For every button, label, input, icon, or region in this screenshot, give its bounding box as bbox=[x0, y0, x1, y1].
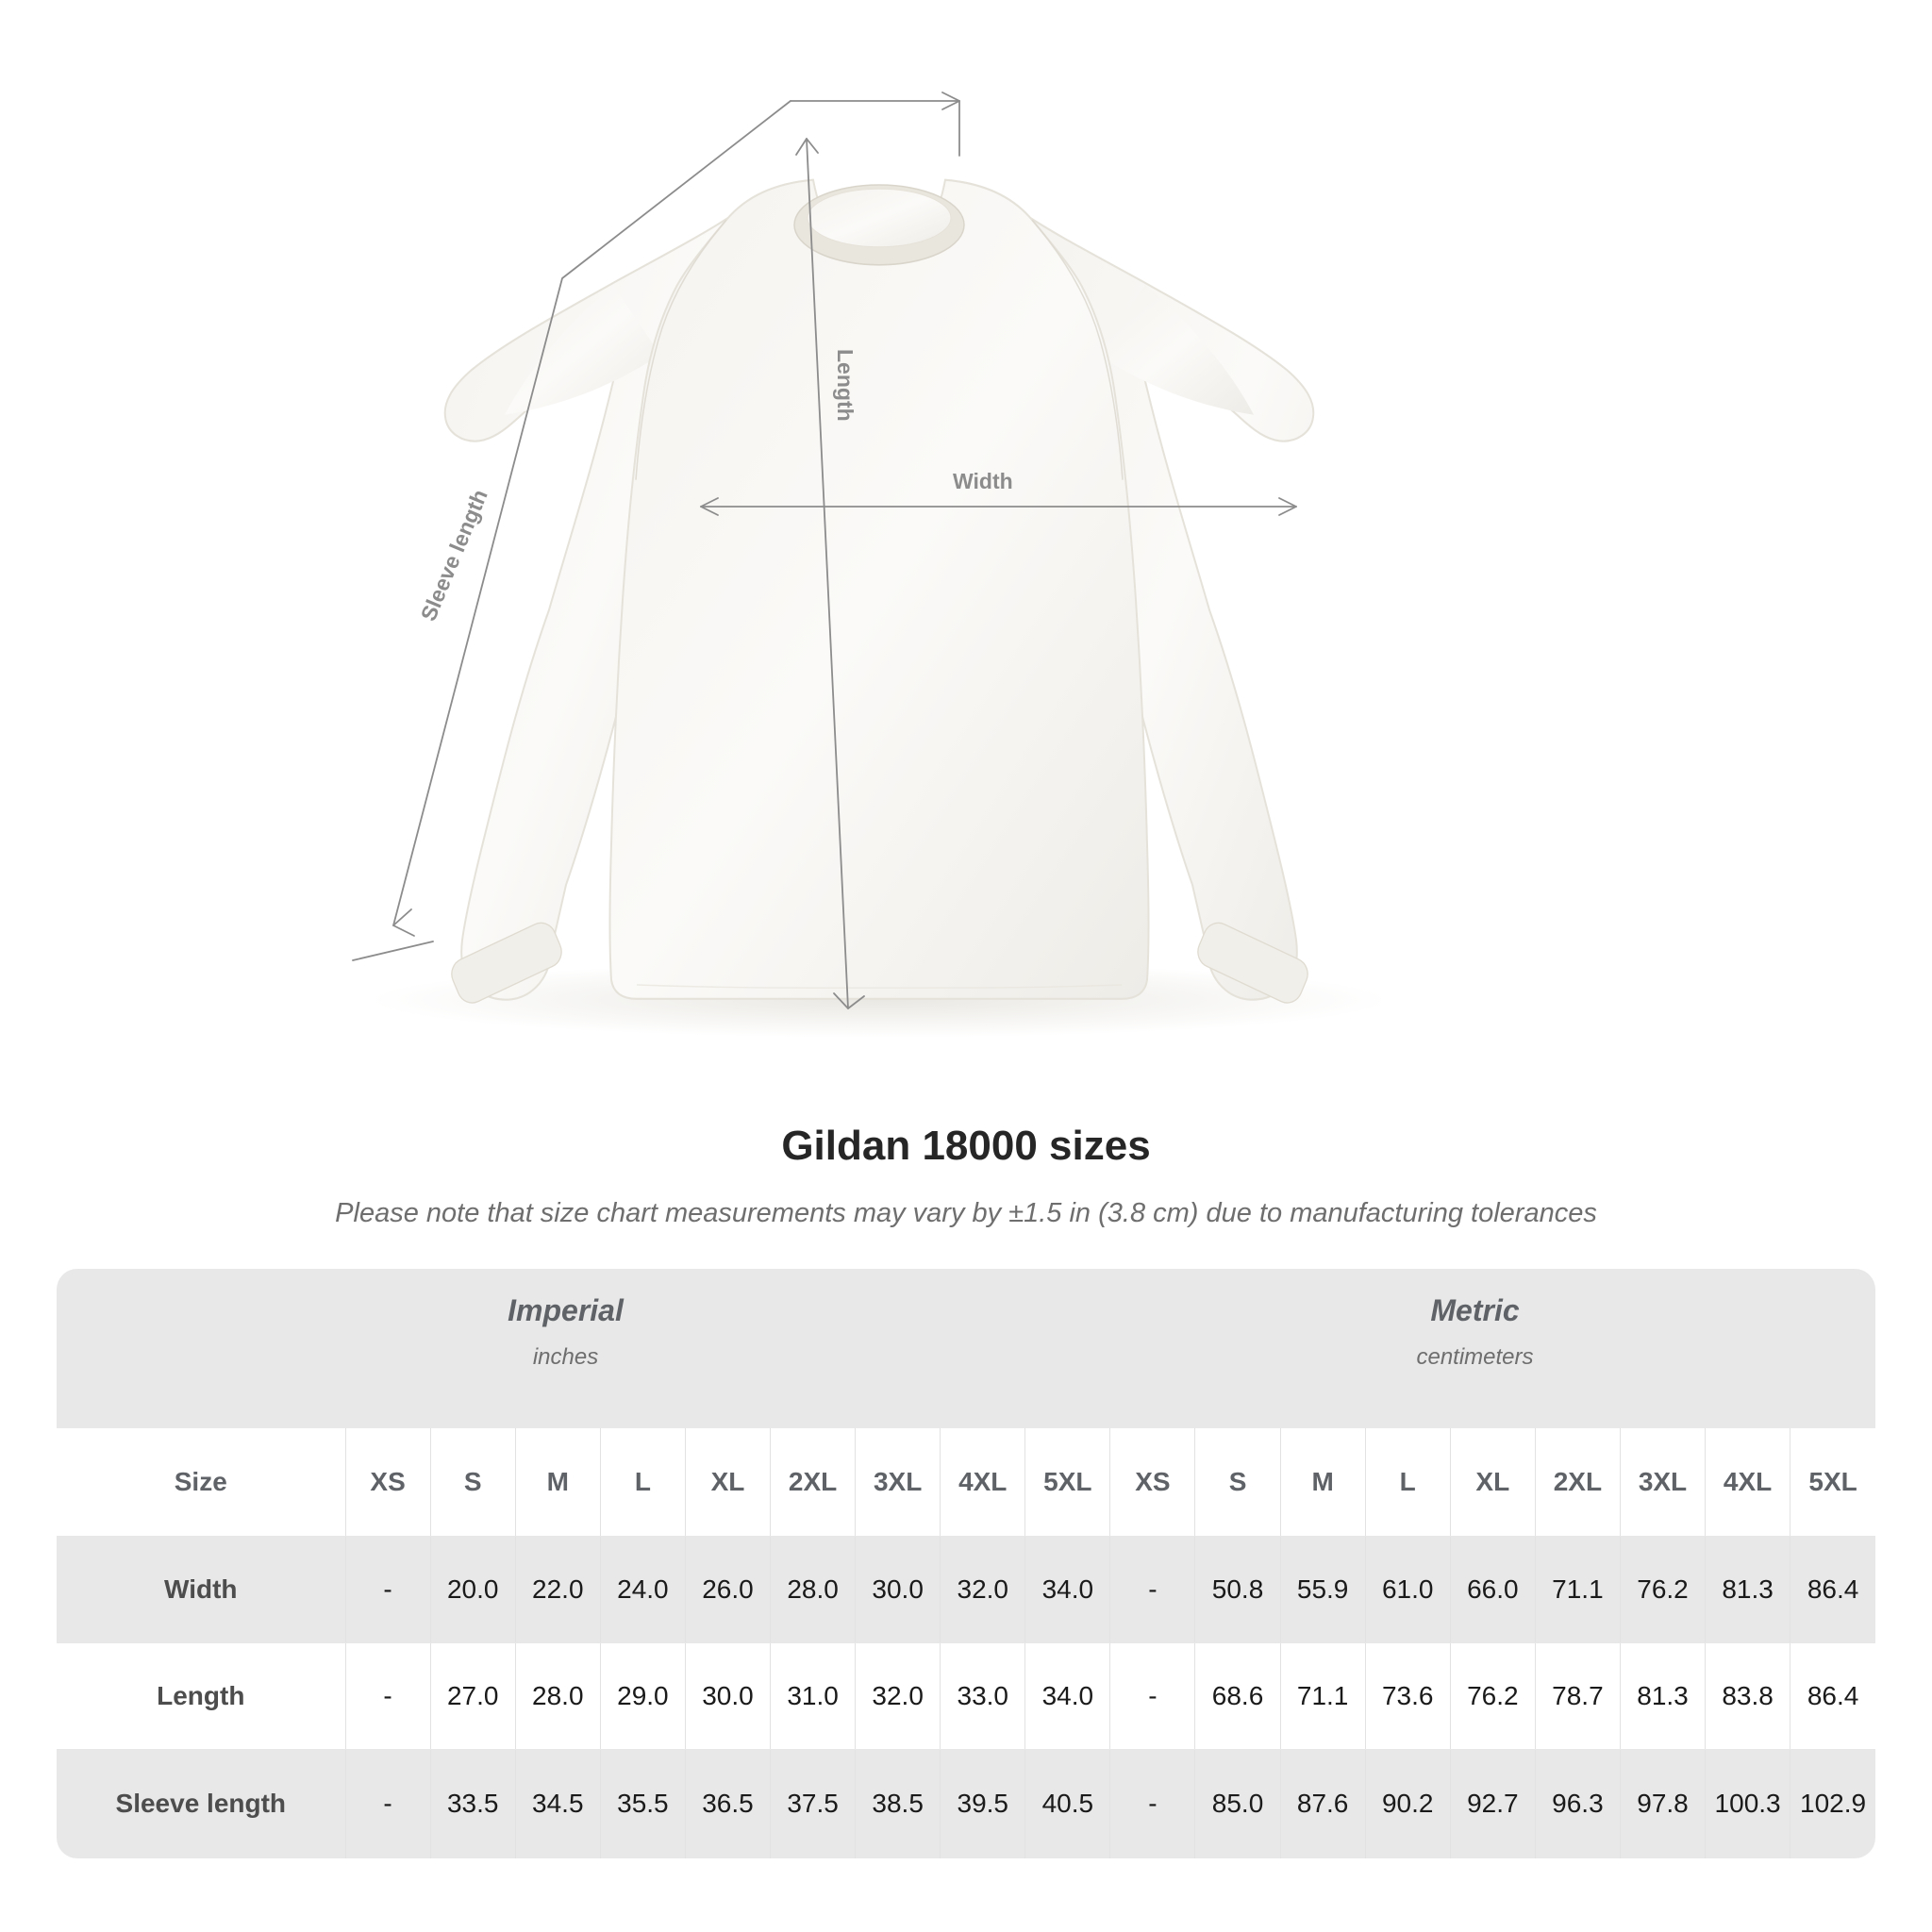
svg-text:Length: Length bbox=[833, 349, 858, 422]
svg-text:Sleeve length: Sleeve length bbox=[416, 486, 492, 625]
svg-text:Width: Width bbox=[953, 469, 1013, 493]
